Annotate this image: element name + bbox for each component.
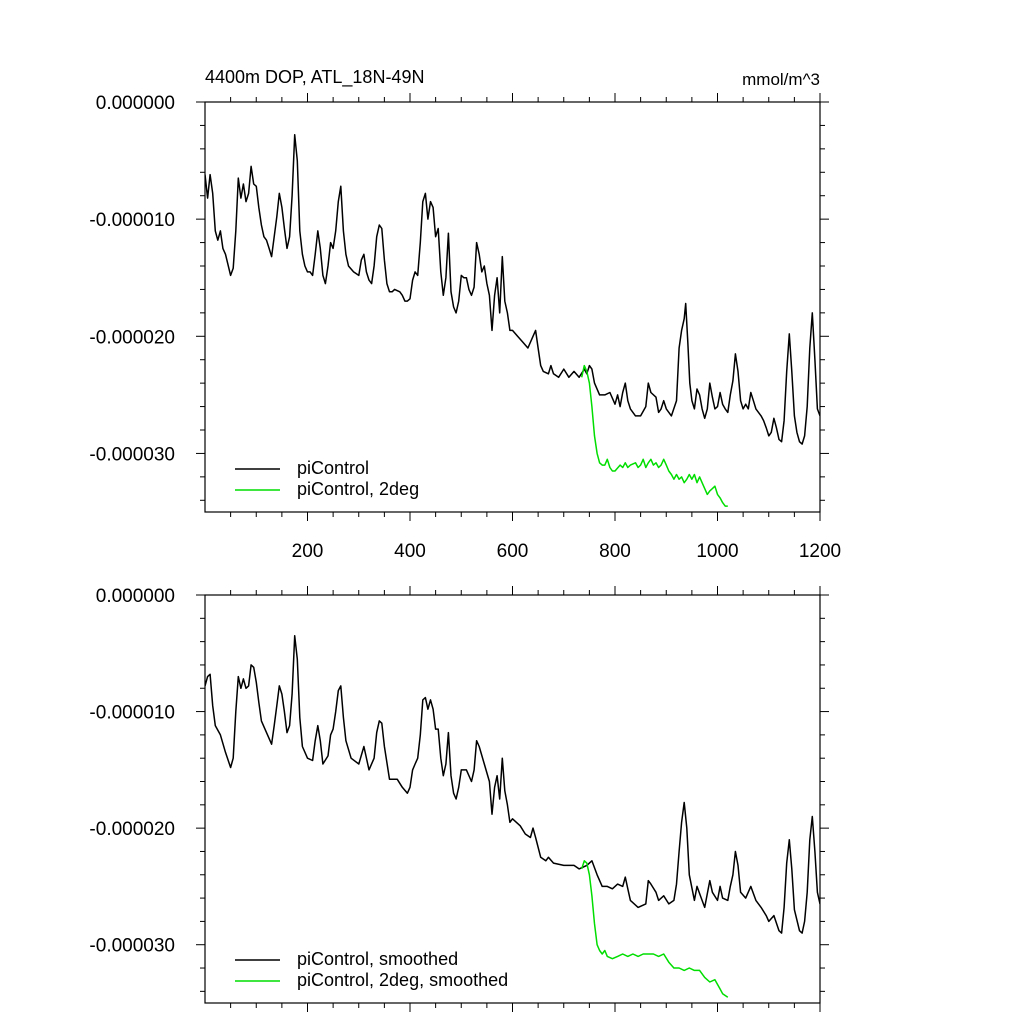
chart-title: 4400m DOP, ATL_18N-49N — [205, 67, 424, 88]
series-line-1 — [205, 635, 820, 934]
y-tick-label: -0.000010 — [89, 703, 175, 724]
y-tick-label: -0.000020 — [89, 819, 175, 840]
x-tick-label: 200 — [292, 541, 324, 562]
x-tick-label: 800 — [599, 541, 631, 562]
y-tick-label: -0.000030 — [89, 444, 175, 465]
series-line-2 — [580, 364, 728, 507]
legend-label: piControl — [297, 458, 369, 478]
y-tick-label: 0.000000 — [96, 93, 175, 114]
top-panel: 200 400 600 800 1000 1200 0.000000 -0.000010 -0.… — [89, 93, 841, 562]
x-tick-label: 400 — [394, 541, 426, 562]
legend-label: piControl, 2deg — [297, 479, 419, 499]
x-tick-label: 1000 — [696, 541, 738, 562]
legend-label: piControl, smoothed — [297, 949, 458, 969]
series-line-2 — [580, 860, 729, 998]
y-tick-label: 0.000000 — [96, 586, 175, 607]
series-line-1 — [205, 134, 820, 445]
y-tick-label: -0.000020 — [89, 327, 175, 348]
x-tick-label: 1200 — [799, 541, 841, 562]
x-tick-label: 600 — [497, 541, 529, 562]
bottom-panel: 0.000000 -0.000010 -0.000020 -0.000030 piCon… — [89, 586, 829, 1012]
y-tick-label: -0.000010 — [89, 210, 175, 231]
units-label: mmol/m^3 — [742, 70, 820, 89]
legend-label: piControl, 2deg, smoothed — [297, 970, 508, 990]
y-tick-label: -0.000030 — [89, 936, 175, 957]
